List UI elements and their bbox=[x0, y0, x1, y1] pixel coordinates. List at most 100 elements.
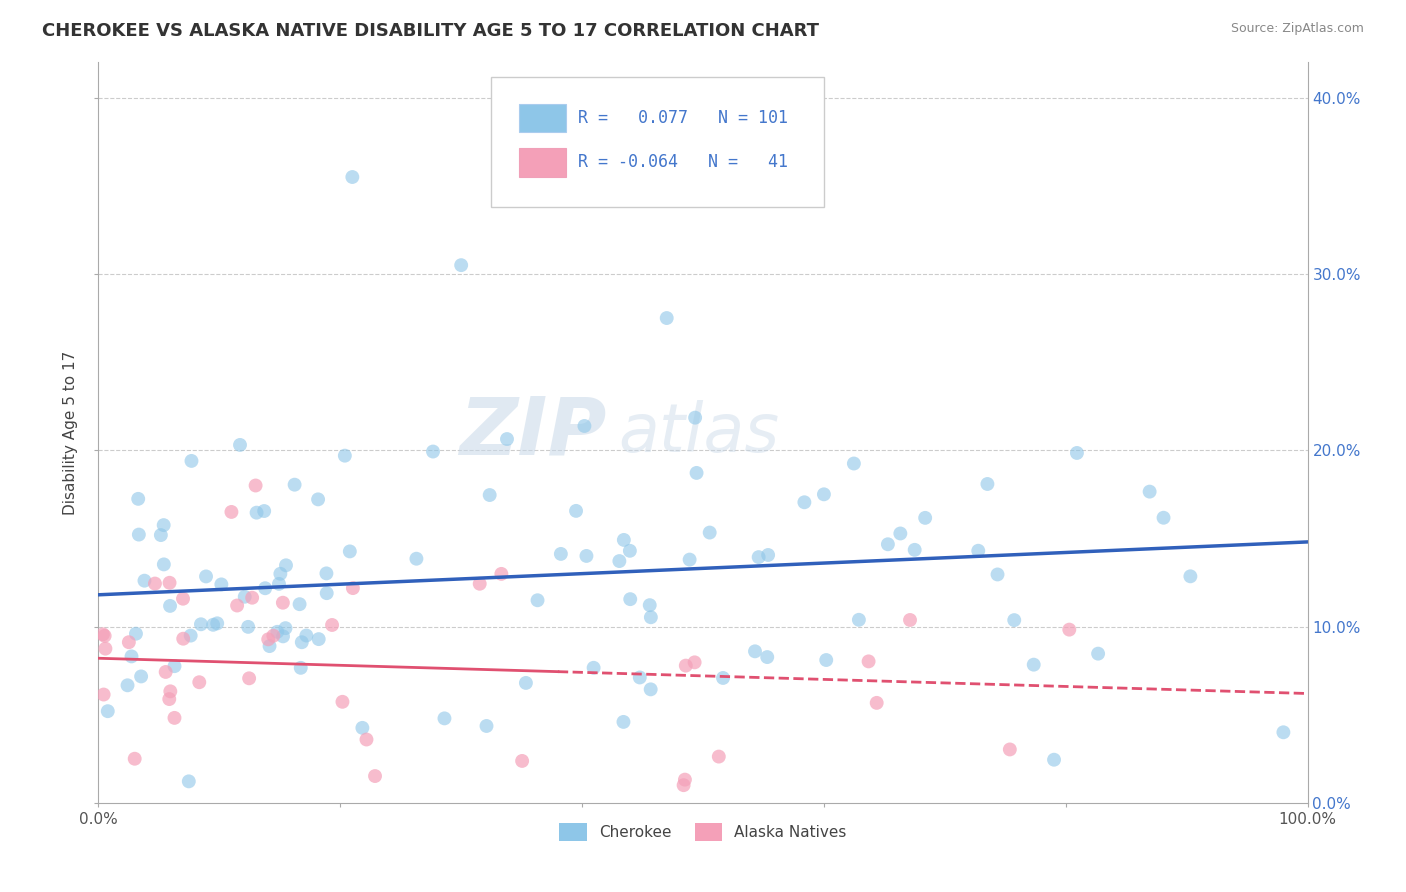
Point bbox=[613, 533, 636, 547]
Point bbox=[91, 627, 114, 641]
Point bbox=[284, 477, 307, 491]
Point bbox=[257, 632, 280, 647]
Point bbox=[308, 632, 330, 646]
Point bbox=[356, 732, 378, 747]
Point bbox=[97, 704, 120, 718]
Point bbox=[877, 537, 900, 551]
Point bbox=[496, 432, 519, 446]
Point bbox=[673, 772, 696, 787]
Point bbox=[153, 558, 176, 572]
Point bbox=[254, 581, 277, 595]
Point bbox=[352, 721, 374, 735]
Point bbox=[898, 613, 921, 627]
Point bbox=[998, 742, 1021, 756]
Point bbox=[163, 659, 186, 673]
Point bbox=[672, 778, 695, 792]
Point bbox=[1022, 657, 1045, 672]
Point bbox=[364, 769, 387, 783]
Point bbox=[619, 592, 641, 607]
FancyBboxPatch shape bbox=[519, 148, 567, 177]
Point bbox=[655, 311, 678, 326]
Point bbox=[612, 714, 634, 729]
Point bbox=[793, 495, 815, 509]
Point bbox=[1180, 569, 1202, 583]
Point bbox=[253, 504, 276, 518]
Point bbox=[209, 577, 232, 591]
Point bbox=[1272, 725, 1295, 739]
Text: atlas: atlas bbox=[619, 400, 779, 466]
Point bbox=[1002, 613, 1025, 627]
Point bbox=[976, 477, 998, 491]
Point bbox=[756, 650, 779, 665]
Point bbox=[711, 671, 734, 685]
Point bbox=[315, 566, 337, 581]
Point bbox=[124, 752, 146, 766]
Point bbox=[307, 492, 329, 507]
Point bbox=[315, 586, 337, 600]
Point bbox=[129, 669, 152, 683]
Point bbox=[290, 661, 312, 675]
Point bbox=[619, 543, 641, 558]
Point bbox=[245, 506, 267, 520]
Point bbox=[685, 466, 707, 480]
Point bbox=[575, 549, 598, 563]
Point bbox=[202, 617, 225, 632]
Point bbox=[475, 719, 498, 733]
Point bbox=[815, 653, 838, 667]
Point bbox=[756, 548, 779, 562]
Point bbox=[233, 590, 256, 604]
Text: Source: ZipAtlas.com: Source: ZipAtlas.com bbox=[1230, 22, 1364, 36]
Point bbox=[468, 576, 491, 591]
Point bbox=[640, 682, 662, 697]
Point bbox=[550, 547, 572, 561]
Point bbox=[238, 671, 260, 685]
Point bbox=[422, 444, 444, 458]
Text: R = -0.064   N =   41: R = -0.064 N = 41 bbox=[578, 153, 789, 171]
Point bbox=[155, 665, 177, 679]
Point bbox=[842, 457, 865, 471]
Point bbox=[515, 676, 537, 690]
Point bbox=[683, 410, 706, 425]
Point bbox=[321, 618, 343, 632]
Point bbox=[744, 644, 766, 658]
Point bbox=[433, 711, 456, 725]
Point bbox=[93, 688, 115, 702]
Point bbox=[1153, 510, 1175, 524]
Point bbox=[707, 749, 730, 764]
Point bbox=[848, 613, 870, 627]
Point bbox=[267, 577, 290, 591]
Point bbox=[675, 658, 697, 673]
Point bbox=[157, 692, 180, 706]
Point bbox=[188, 675, 211, 690]
Point bbox=[266, 624, 288, 639]
Point bbox=[240, 591, 263, 605]
Point bbox=[640, 610, 662, 624]
Point bbox=[683, 656, 706, 670]
Point bbox=[190, 617, 212, 632]
FancyBboxPatch shape bbox=[519, 103, 567, 132]
Point bbox=[172, 591, 194, 606]
Text: R =   0.077   N = 101: R = 0.077 N = 101 bbox=[578, 109, 789, 127]
Point bbox=[866, 696, 889, 710]
Point bbox=[152, 518, 174, 533]
Point bbox=[195, 569, 218, 583]
Point bbox=[813, 487, 835, 501]
Point bbox=[163, 711, 186, 725]
Point bbox=[221, 505, 243, 519]
Point bbox=[236, 620, 259, 634]
Point bbox=[159, 599, 181, 613]
Point bbox=[565, 504, 588, 518]
Text: ZIP: ZIP bbox=[458, 393, 606, 472]
Point bbox=[128, 527, 150, 541]
Point bbox=[269, 566, 291, 581]
Point bbox=[291, 635, 314, 649]
Point bbox=[125, 626, 148, 640]
Point bbox=[172, 632, 194, 646]
Point bbox=[628, 670, 651, 684]
Point bbox=[342, 169, 364, 184]
Point bbox=[288, 597, 311, 611]
Point bbox=[271, 629, 294, 643]
Point bbox=[405, 551, 427, 566]
Point bbox=[748, 550, 770, 565]
Point bbox=[245, 478, 267, 492]
